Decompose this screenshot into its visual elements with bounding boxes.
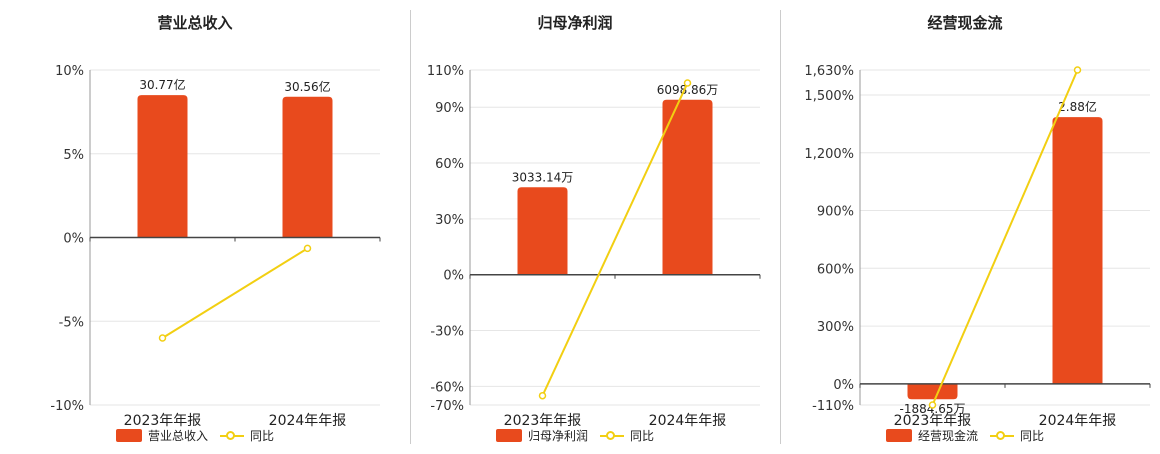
yoy-point xyxy=(928,401,937,409)
bar xyxy=(282,96,333,238)
y-tick-label: 110% xyxy=(427,64,464,79)
chart-panel-cash-flow: 经营现金流 -110% 0% 300% 600% 900% 1,200% 1,500% 1,6… xyxy=(770,0,1160,450)
chart-plot: -70% -60% -30% 0% 30% 60% 90% 110% 3033.14万 6098.… xyxy=(427,64,761,429)
legend-bar-label: 经营现金流 xyxy=(917,429,978,443)
x-category-label: 2023年年报 xyxy=(124,413,202,429)
panel-divider xyxy=(780,10,781,444)
yoy-point xyxy=(1073,66,1082,74)
legend-bar-label: 营业总收入 xyxy=(147,429,208,443)
yoy-line xyxy=(541,82,689,397)
y-tick-label: -5% xyxy=(59,315,84,330)
y-tick-label: -70% xyxy=(430,399,464,414)
legend-line-swatch xyxy=(990,430,1014,442)
y-tick-label: 10% xyxy=(55,64,84,79)
legend-line-label: 同比 xyxy=(1020,429,1045,443)
y-tick-label: -30% xyxy=(430,325,464,340)
bar-data-label: 30.77亿 xyxy=(139,77,185,92)
yoy-point xyxy=(538,391,547,400)
x-category-label: 2024年年报 xyxy=(1039,413,1117,429)
chart-title: 经营现金流 xyxy=(927,14,1003,32)
y-tick-label: 1,200% xyxy=(804,147,854,162)
chart-title: 归母净利润 xyxy=(537,14,613,32)
legend-bar-swatch xyxy=(495,429,522,442)
chart-legend: 营业总收入 同比 xyxy=(0,427,390,444)
y-tick-label: -60% xyxy=(430,380,464,395)
legend-bar-swatch xyxy=(885,429,912,442)
y-tick-label: 30% xyxy=(435,213,464,228)
bar-data-label: 6098.86万 xyxy=(657,83,719,97)
x-category-label: 2024年年报 xyxy=(269,413,347,429)
legend-line-swatch xyxy=(220,430,244,442)
legend-bar-label: 归母净利润 xyxy=(527,429,588,443)
y-tick-label: -10% xyxy=(50,399,84,414)
y-tick-label: 600% xyxy=(817,262,854,277)
y-tick-label: 300% xyxy=(817,320,854,335)
x-category-label: 2024年年报 xyxy=(649,413,727,429)
chart-plot: -110% 0% 300% 600% 900% 1,200% 1,500% 1,630% -18… xyxy=(804,64,1151,429)
bar xyxy=(137,95,188,238)
legend-bar-swatch xyxy=(115,429,142,442)
chart-legend: 经营现金流 同比 xyxy=(770,427,1160,444)
bar-data-label: -1884.65万 xyxy=(900,402,966,416)
y-tick-label: 5% xyxy=(63,148,84,163)
yoy-point xyxy=(683,79,692,87)
y-tick-label: 900% xyxy=(817,205,854,220)
legend-line-swatch xyxy=(600,430,624,442)
bar xyxy=(907,383,958,400)
bar-data-label: 3033.14万 xyxy=(512,170,574,184)
bar xyxy=(662,99,713,275)
chart-plot: -10% -5% 0% 5% 10% 30.77亿 30.56亿 2023年年报 2024年年报 xyxy=(50,64,381,429)
y-tick-label: 60% xyxy=(435,157,464,172)
x-category-label: 2023年年报 xyxy=(894,413,972,429)
bar-data-label: 2.88亿 xyxy=(1058,99,1097,114)
chart-panel-net-profit: 归母净利润 -70% -60% -30% 0% 30% 60% 90% 110% 3033.14… xyxy=(380,0,770,450)
yoy-line xyxy=(931,69,1079,406)
y-tick-label: 1,630% xyxy=(804,64,854,79)
chart-legend: 归母净利润 同比 xyxy=(380,427,770,444)
y-tick-label: 0% xyxy=(63,232,84,247)
y-tick-label: 90% xyxy=(435,101,464,116)
x-category-label: 2023年年报 xyxy=(504,413,582,429)
yoy-line xyxy=(161,247,309,339)
chart-title: 营业总收入 xyxy=(157,14,233,32)
bar-data-label: 30.56亿 xyxy=(284,79,330,94)
panel-divider xyxy=(410,10,411,444)
legend-line-label: 同比 xyxy=(630,429,655,443)
bar xyxy=(1052,117,1103,384)
y-tick-label: 1,500% xyxy=(804,89,854,104)
legend-line-label: 同比 xyxy=(250,429,275,443)
yoy-point xyxy=(158,334,167,342)
yoy-point xyxy=(303,244,312,253)
chart-panel-revenue: 营业总收入 -10% -5% 0% 5% 10% 30.77亿 30.56亿 2023年年报 2… xyxy=(0,0,390,450)
bar xyxy=(517,187,568,275)
y-tick-label: -110% xyxy=(812,399,854,414)
y-tick-label: 0% xyxy=(443,269,464,284)
y-tick-label: 0% xyxy=(833,378,854,393)
